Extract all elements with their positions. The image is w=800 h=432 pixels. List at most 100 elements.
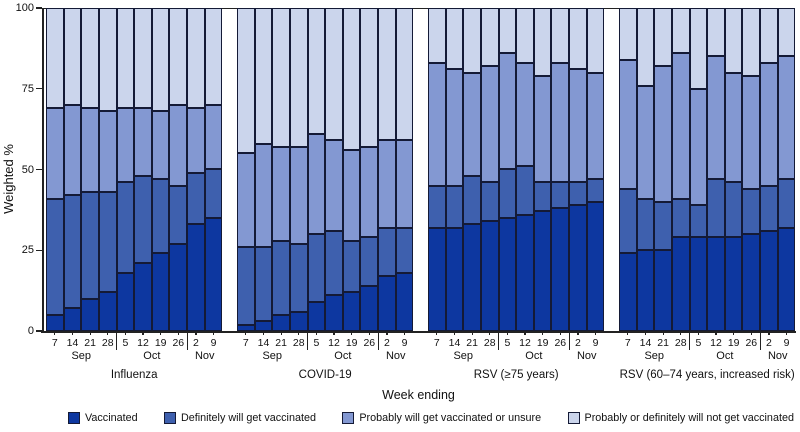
week-tick-label: 14	[448, 337, 461, 349]
bar-segment-probably-unsure	[169, 104, 188, 186]
x-tick	[89, 331, 91, 335]
bar-segment-probably-unsure	[707, 56, 725, 180]
bar-segment-will-not	[254, 8, 273, 144]
bar-segment-will-not	[151, 8, 170, 112]
x-tick	[142, 331, 144, 335]
bar-segment-definitely	[498, 169, 517, 218]
x-tick	[403, 331, 406, 335]
bar-segment-will-not	[81, 8, 99, 109]
bar-segment-vaccinated	[63, 308, 82, 331]
y-tick	[36, 330, 42, 332]
bar-segment-definitely	[116, 182, 135, 273]
bar-segment-vaccinated	[187, 224, 205, 331]
bar-segment-definitely	[480, 182, 499, 222]
week-tick-label: 5	[122, 337, 129, 349]
x-tick	[333, 331, 335, 335]
bar-segment-probably-unsure	[342, 150, 361, 241]
bar-segment-probably-unsure	[619, 59, 637, 189]
bar-segment-probably-unsure	[151, 111, 170, 180]
month-label: Oct	[716, 350, 734, 362]
y-tick	[36, 249, 42, 251]
bar-segment-will-not	[636, 8, 655, 86]
bar	[289, 8, 308, 331]
bar-segment-will-not	[134, 8, 152, 109]
bar-segment-vaccinated	[46, 314, 64, 331]
x-tick	[785, 331, 788, 335]
bar-segment-will-not	[724, 8, 743, 73]
legend-item: Vaccinated	[68, 412, 138, 424]
bar-segment-will-not	[378, 8, 396, 141]
month-label: Oct	[143, 350, 161, 362]
bar	[342, 8, 361, 331]
bar-segment-vaccinated	[586, 201, 605, 331]
bar-segment-definitely	[151, 179, 170, 254]
bar-segment-definitely	[342, 240, 361, 293]
bar-segment-will-not	[463, 8, 481, 73]
month-label: Nov	[576, 350, 597, 362]
bar	[237, 8, 255, 331]
bar-segment-vaccinated	[654, 250, 672, 331]
bar-segment-vaccinated	[724, 237, 743, 331]
bar	[307, 8, 326, 331]
week-tick-label: 21	[466, 337, 478, 349]
month-label: Sep	[262, 350, 283, 362]
bar	[116, 8, 135, 331]
month-separator	[688, 331, 691, 350]
bar-segment-will-not	[342, 8, 361, 151]
bar-segment-probably-unsure	[395, 140, 414, 228]
x-axis-title: Week ending	[382, 388, 455, 402]
x-tick	[471, 331, 473, 335]
bar	[742, 8, 761, 331]
bar-segment-will-not	[671, 8, 690, 54]
bar-segment-definitely	[569, 182, 587, 206]
bar-segment-will-not	[569, 8, 587, 70]
bar-segment-vaccinated	[533, 211, 552, 331]
bar-segment-probably-unsure	[307, 133, 326, 235]
bar-segment-probably-unsure	[636, 85, 655, 199]
week-tick-label: 5	[313, 337, 320, 349]
x-axis-line	[41, 331, 796, 333]
bar-segment-definitely	[636, 198, 655, 251]
x-tick	[245, 331, 247, 335]
bar-segment-definitely	[724, 182, 743, 238]
panel-caption: Influenza	[110, 369, 158, 381]
x-tick	[715, 331, 717, 335]
bar-segment-vaccinated	[742, 234, 761, 331]
x-tick	[107, 331, 109, 335]
x-tick	[750, 331, 752, 335]
week-tick-label: 21	[657, 337, 669, 349]
x-tick	[559, 331, 561, 335]
bar-segment-will-not	[289, 8, 308, 147]
bar-segment-probably-unsure	[760, 62, 778, 186]
bar-segment-probably-unsure	[480, 66, 499, 183]
bar-segment-will-not	[533, 8, 552, 76]
legend-item: Definitely will get vaccinated	[163, 412, 316, 424]
bar-segment-definitely	[63, 195, 82, 309]
legend-swatch-icon	[342, 412, 355, 424]
bar-segment-will-not	[654, 8, 672, 67]
panel-caption: RSV (60–74 years, increased risk)	[619, 369, 795, 381]
bar-segment-vaccinated	[289, 311, 308, 331]
week-tick-label: 7	[433, 337, 440, 349]
bar	[498, 8, 517, 331]
bar	[151, 8, 170, 331]
panel-caption: RSV (≥75 years)	[473, 369, 559, 381]
bar	[325, 8, 343, 331]
y-tick-label: 75	[21, 82, 34, 95]
bar-segment-vaccinated	[689, 237, 708, 331]
bar-segment-probably-unsure	[63, 104, 82, 196]
y-tick	[36, 168, 42, 171]
week-tick-label: 2	[766, 337, 772, 349]
bar	[63, 8, 82, 331]
bar-segment-vaccinated	[360, 285, 379, 331]
bar-segment-definitely	[619, 188, 637, 254]
bar-segment-definitely	[204, 169, 223, 218]
bar-segment-vaccinated	[325, 295, 343, 331]
bar-segment-will-not	[742, 8, 761, 76]
x-tick	[489, 331, 491, 335]
week-tick-label: 14	[257, 337, 270, 349]
bar-segment-definitely	[777, 179, 796, 228]
bar-segment-probably-unsure	[116, 108, 135, 183]
bar-segment-definitely	[187, 172, 205, 225]
